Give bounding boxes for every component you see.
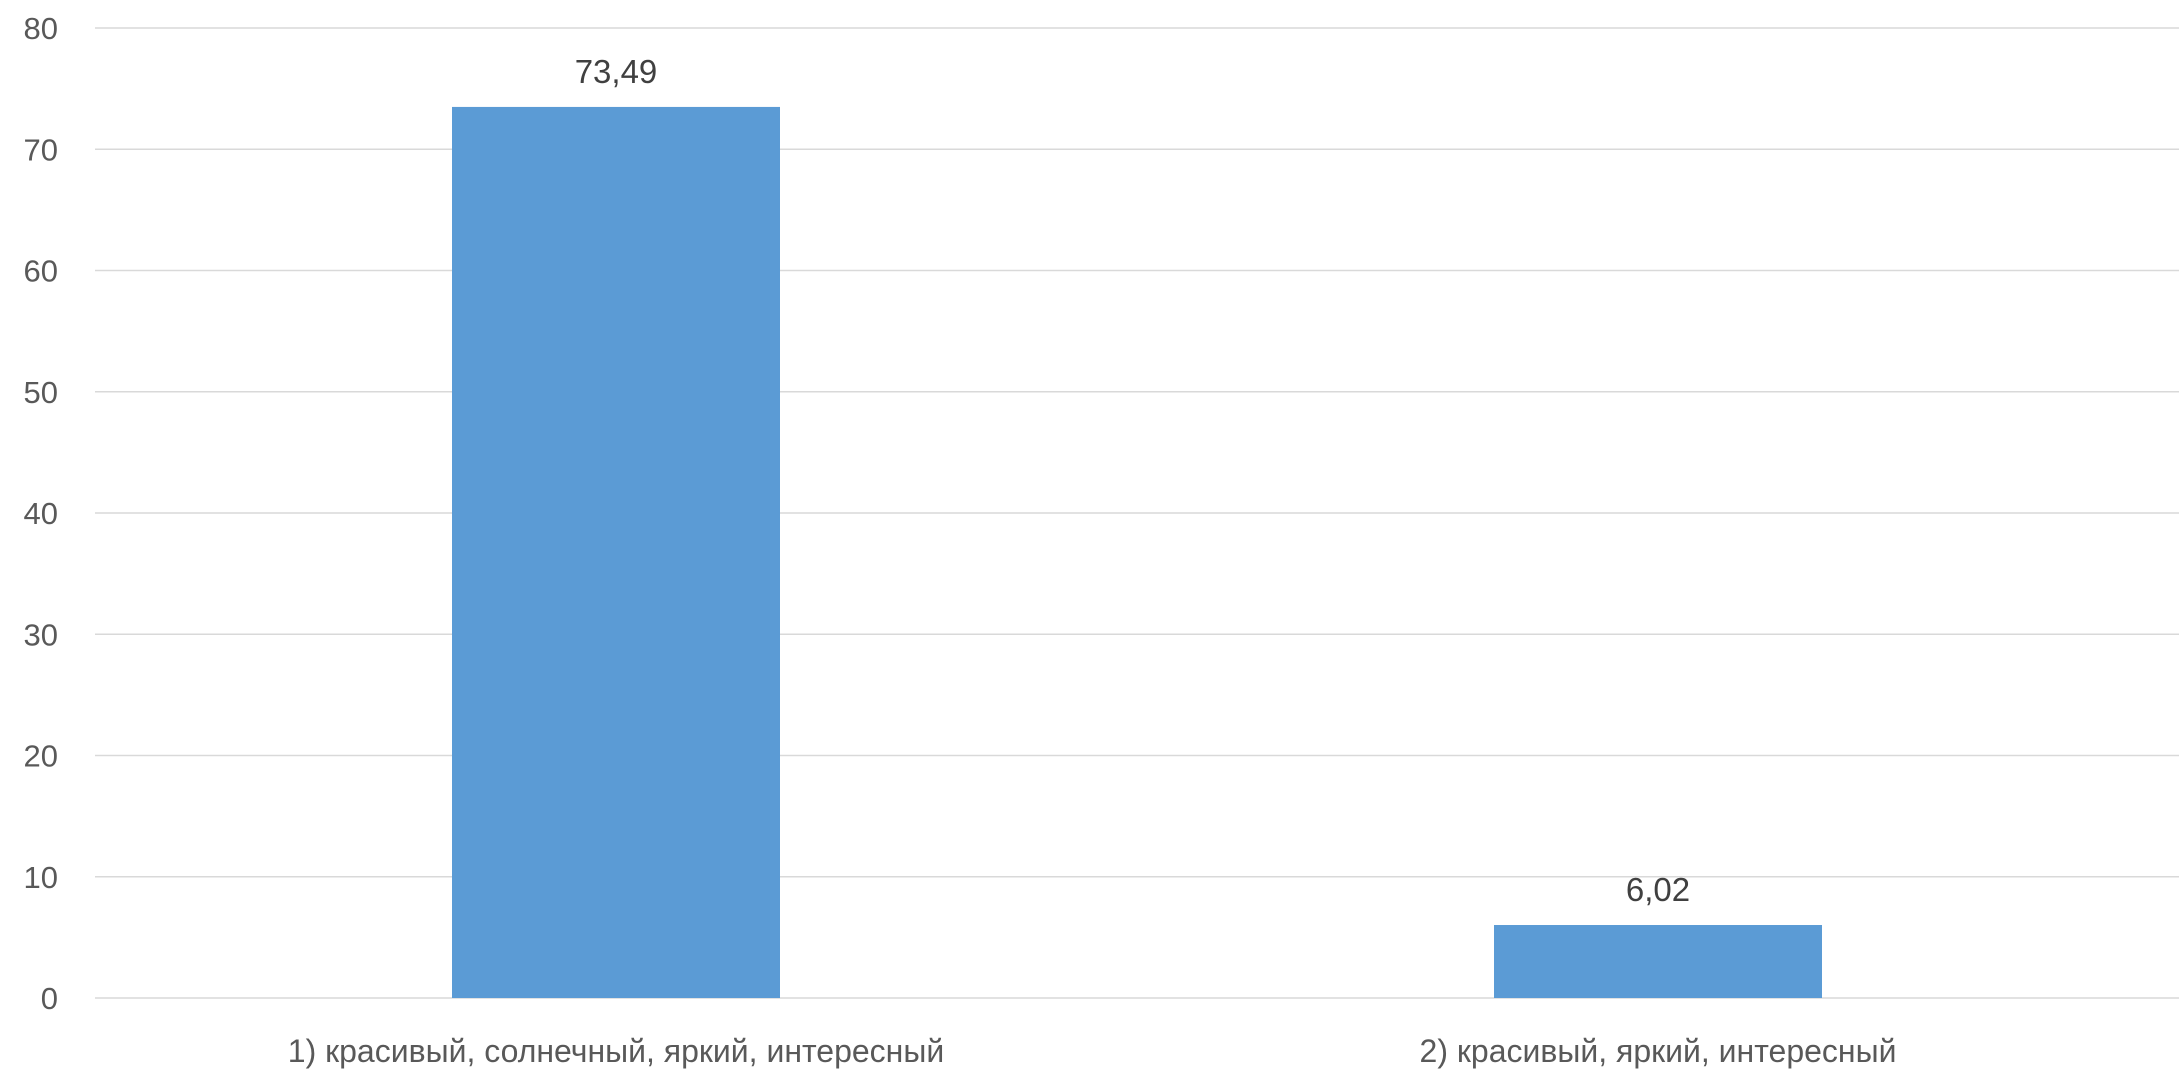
y-tick-label: 60 bbox=[24, 254, 58, 289]
y-tick-label: 10 bbox=[24, 860, 58, 895]
y-tick-label: 80 bbox=[24, 11, 58, 46]
y-tick-label: 40 bbox=[24, 496, 58, 531]
x-axis-categories: 1) красивый, солнечный, яркий, интересны… bbox=[288, 1033, 1897, 1069]
x-category-label: 1) красивый, солнечный, яркий, интересны… bbox=[288, 1033, 944, 1069]
y-tick-label: 20 bbox=[24, 739, 58, 774]
y-tick-label: 50 bbox=[24, 375, 58, 410]
bars bbox=[452, 106, 1822, 999]
data-label: 6,02 bbox=[1626, 871, 1690, 908]
gridlines bbox=[95, 27, 2179, 999]
y-tick-label: 30 bbox=[24, 617, 58, 652]
data-labels: 73,49 6,02 bbox=[575, 53, 1690, 908]
x-category-label: 2) красивый, яркий, интересный bbox=[1420, 1033, 1897, 1069]
bar bbox=[452, 106, 780, 999]
data-label: 73,49 bbox=[575, 53, 658, 90]
y-tick-label: 0 bbox=[41, 981, 58, 1016]
y-axis-ticks: 0 10 20 30 40 50 60 70 80 bbox=[24, 11, 58, 1016]
y-tick-label: 70 bbox=[24, 132, 58, 167]
bar bbox=[1494, 925, 1822, 998]
